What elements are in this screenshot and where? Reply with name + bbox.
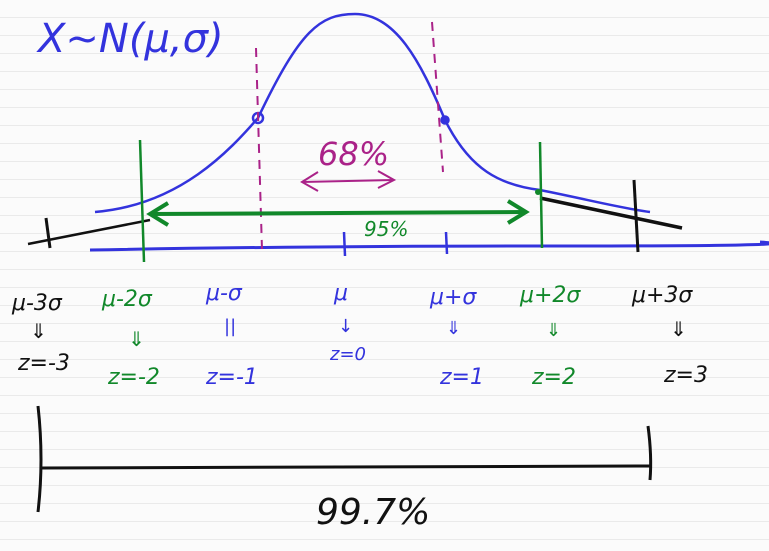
right-axis-extension bbox=[539, 196, 683, 230]
z-label-0: z=0 bbox=[329, 344, 366, 365]
arrow-mu-plus-3sigma: ⇓ bbox=[670, 317, 687, 341]
label-mu-minus-sigma: μ-σ bbox=[205, 281, 243, 306]
plus-sigma-tick bbox=[444, 231, 449, 255]
plus-two-sigma-line bbox=[538, 141, 544, 249]
arrow-mu-minus-sigma: || bbox=[224, 316, 236, 337]
z-label-2: z=2 bbox=[531, 365, 576, 390]
z-label-minus-3: z=-3 bbox=[17, 351, 70, 376]
z-label-minus-2: z=-2 bbox=[107, 365, 160, 390]
z-label-3: z=3 bbox=[663, 363, 708, 388]
arrow-mu-minus-2sigma: ⇓ bbox=[128, 327, 145, 351]
z-label-minus-1: z=-1 bbox=[205, 365, 258, 390]
label-mu-plus-2sigma: μ+2σ bbox=[519, 283, 581, 308]
arrow-mu-plus-sigma: ⇓ bbox=[446, 318, 461, 339]
horizontal-axis bbox=[89, 240, 769, 252]
three-sigma-percent: 99.7% bbox=[316, 492, 430, 533]
label-mu-minus-3sigma: μ-3σ bbox=[11, 291, 63, 316]
two-sigma-point bbox=[535, 189, 541, 195]
arrow-mu-plus-2sigma: ⇓ bbox=[546, 320, 561, 341]
label-mu: μ bbox=[333, 281, 348, 306]
label-mu-plus-sigma: μ+σ bbox=[429, 285, 477, 310]
inflection-point-right bbox=[440, 115, 450, 125]
plus-three-sigma-tick bbox=[632, 179, 640, 253]
one-sigma-arrow bbox=[300, 170, 397, 192]
label-mu-minus-2sigma: μ-2σ bbox=[101, 287, 153, 312]
one-sigma-percent: 68% bbox=[318, 135, 389, 173]
title-text: X~N(μ,σ) bbox=[36, 16, 224, 62]
arrow-mu: ↓ bbox=[338, 316, 353, 337]
minus-one-sigma-line bbox=[255, 47, 263, 251]
z-label-1: z=1 bbox=[439, 365, 484, 390]
mean-tick bbox=[342, 231, 347, 257]
minus-two-sigma-line bbox=[138, 139, 146, 263]
three-sigma-bracket bbox=[36, 405, 653, 513]
two-sigma-arrow bbox=[146, 199, 530, 227]
two-sigma-percent: 95% bbox=[364, 217, 408, 241]
label-mu-plus-3sigma: μ+3σ bbox=[631, 283, 693, 308]
arrow-mu-minus-3sigma: ⇓ bbox=[30, 319, 47, 343]
sigma-labels: μ-3σ ⇓ z=-3 μ-2σ ⇓ z=-2 μ-σ || z=-1 μ ↓ … bbox=[11, 281, 708, 390]
minus-three-sigma-tick bbox=[44, 217, 52, 249]
